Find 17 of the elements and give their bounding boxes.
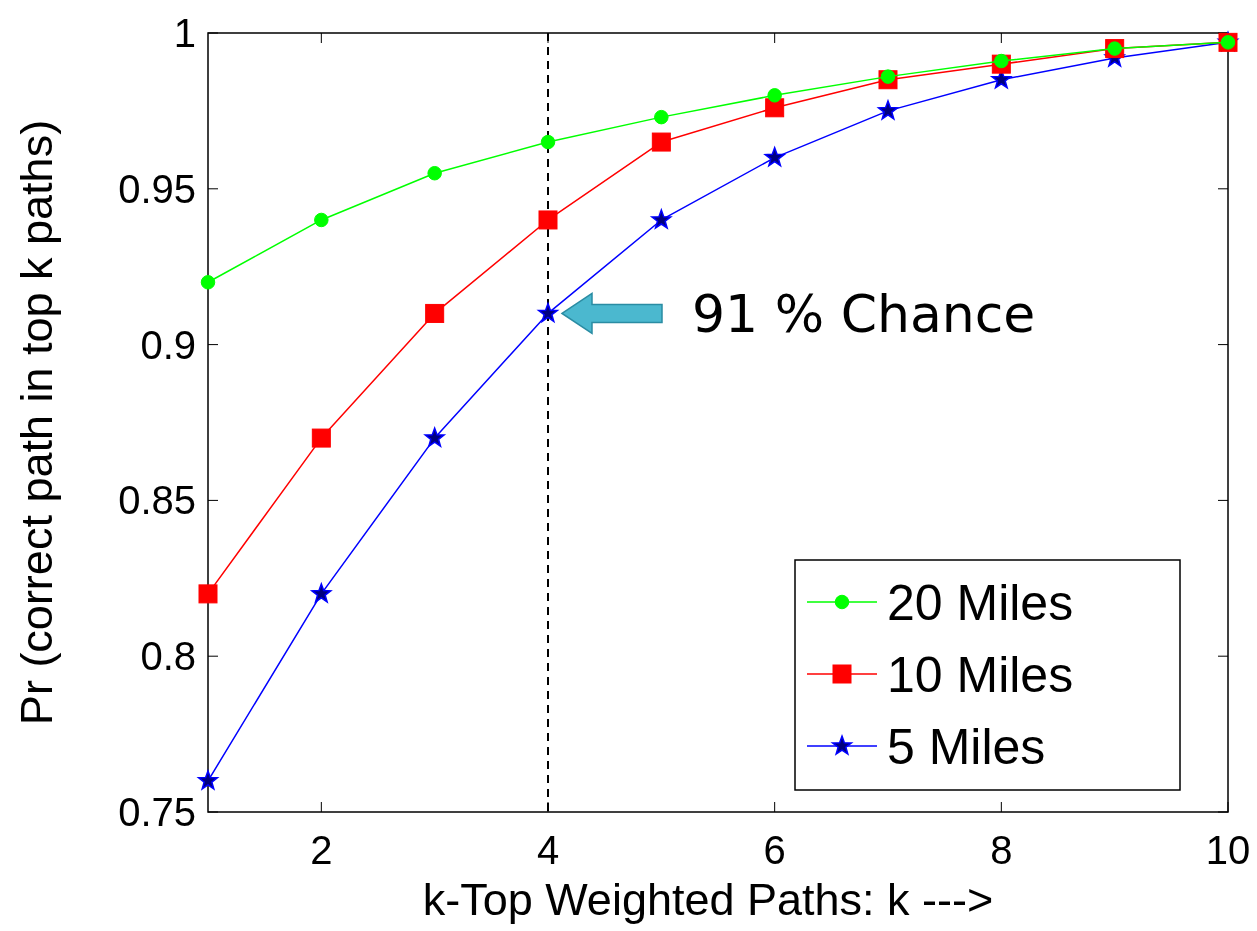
annotation: 91 % Chance [692, 283, 1036, 344]
y-tick-label: 0.9 [140, 322, 196, 367]
y-tick-label: 0.8 [140, 634, 196, 679]
y-tick-label: 0.75 [118, 790, 196, 834]
legend-label: 5 Miles [887, 718, 1046, 775]
x-tick-label: 4 [536, 828, 560, 872]
x-tick-label: 8 [990, 828, 1013, 872]
x-axis-title: k-Top Weighted Paths: k ---> [422, 874, 994, 925]
x-tick-label: 6 [763, 828, 786, 872]
legend-label: 20 Miles [887, 574, 1074, 631]
y-tick-label: 0.95 [118, 166, 196, 211]
x-tick-label: 2 [310, 828, 333, 872]
x-tick-label: 10 [1205, 828, 1251, 872]
y-axis-title: Pr (correct path in top k paths) [11, 119, 62, 726]
legend-label: 10 Miles [887, 646, 1074, 703]
y-tick-label: 0.85 [118, 478, 196, 523]
y-tick-label: 1 [173, 11, 196, 55]
